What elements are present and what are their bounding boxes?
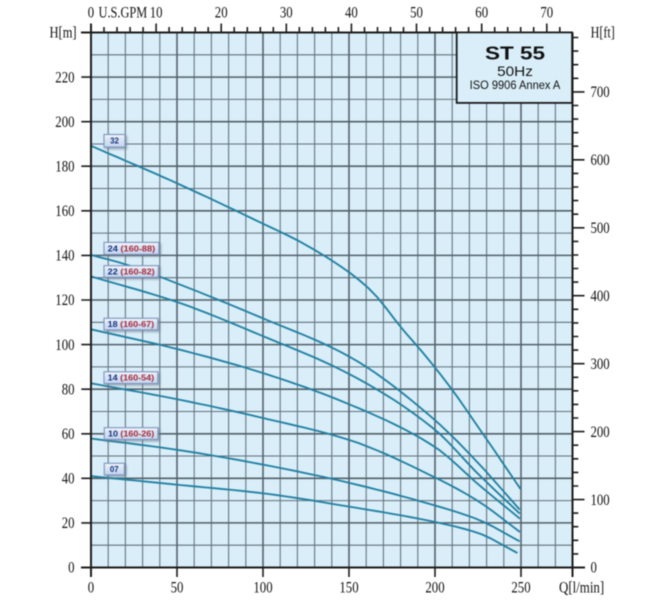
svg-text:50: 50 — [410, 4, 423, 21]
svg-text:250: 250 — [511, 580, 530, 597]
svg-text:ST 55: ST 55 — [485, 42, 545, 63]
svg-text:ISO 9906 Annex A: ISO 9906 Annex A — [470, 80, 561, 92]
svg-text:700: 700 — [591, 84, 610, 101]
svg-text:180: 180 — [55, 158, 74, 175]
svg-text:32: 32 — [110, 137, 119, 146]
svg-text:400: 400 — [591, 288, 610, 305]
svg-text:500: 500 — [591, 220, 610, 237]
svg-text:20: 20 — [215, 4, 228, 21]
svg-text:200: 200 — [591, 424, 610, 441]
svg-text:220: 220 — [55, 69, 74, 86]
svg-text:18 (160-67): 18 (160-67) — [108, 320, 155, 329]
svg-text:100: 100 — [55, 337, 74, 354]
svg-text:22 (160-82): 22 (160-82) — [108, 267, 155, 276]
svg-text:14 (160-54): 14 (160-54) — [108, 374, 155, 383]
svg-text:0: 0 — [68, 560, 74, 577]
svg-text:100: 100 — [591, 492, 610, 509]
svg-text:200: 200 — [425, 580, 444, 597]
svg-text:40: 40 — [62, 471, 75, 488]
svg-text:20: 20 — [62, 515, 75, 532]
svg-text:150: 150 — [339, 580, 358, 597]
svg-text:10 (160-26): 10 (160-26) — [108, 429, 155, 438]
svg-text:0: 0 — [88, 580, 94, 597]
svg-text:600: 600 — [591, 152, 610, 169]
svg-text:0: 0 — [88, 4, 94, 21]
svg-text:60: 60 — [62, 426, 75, 443]
svg-text:140: 140 — [55, 248, 74, 265]
svg-text:30: 30 — [280, 4, 293, 21]
svg-text:200: 200 — [55, 114, 74, 131]
svg-text:24 (160-88): 24 (160-88) — [108, 244, 156, 253]
svg-text:U.S.GPM: U.S.GPM — [99, 4, 148, 21]
svg-text:50: 50 — [171, 580, 184, 597]
svg-text:40: 40 — [345, 4, 358, 21]
svg-text:50Hz: 50Hz — [497, 64, 533, 79]
svg-text:80: 80 — [62, 381, 75, 398]
svg-text:60: 60 — [475, 4, 488, 21]
svg-text:07: 07 — [110, 465, 119, 474]
svg-text:300: 300 — [591, 356, 610, 373]
svg-text:0: 0 — [591, 560, 597, 577]
svg-text:Q[l/min]: Q[l/min] — [559, 580, 604, 597]
svg-text:H[m]: H[m] — [50, 24, 77, 41]
svg-text:120: 120 — [55, 292, 74, 309]
svg-text:10: 10 — [150, 4, 163, 21]
svg-text:H[ft]: H[ft] — [591, 24, 615, 41]
svg-text:100: 100 — [253, 580, 272, 597]
svg-text:160: 160 — [55, 203, 74, 220]
svg-text:70: 70 — [540, 4, 553, 21]
